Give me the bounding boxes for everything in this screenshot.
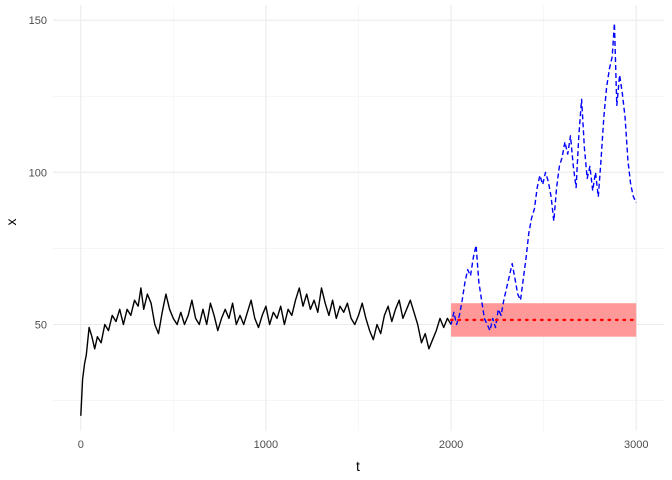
minor-gridlines	[53, 5, 664, 431]
x-tick-label: 2000	[439, 439, 463, 451]
history-series-line	[80, 287, 452, 416]
x-tick-label: 3000	[624, 439, 648, 451]
y-tick-label: 100	[29, 167, 47, 179]
x-tick-label: 0	[78, 439, 84, 451]
y-tick-label: 50	[35, 320, 47, 332]
x-axis-title: t	[356, 458, 360, 474]
series-layer	[80, 22, 637, 416]
y-axis-title: x	[3, 219, 19, 226]
simulation-series-line	[450, 22, 637, 332]
y-tick-labels: 50 100 150	[29, 15, 47, 331]
x-tick-labels: 0 1000 2000 3000	[78, 439, 649, 451]
x-tick-label: 1000	[254, 439, 278, 451]
y-tick-label: 150	[29, 15, 47, 27]
